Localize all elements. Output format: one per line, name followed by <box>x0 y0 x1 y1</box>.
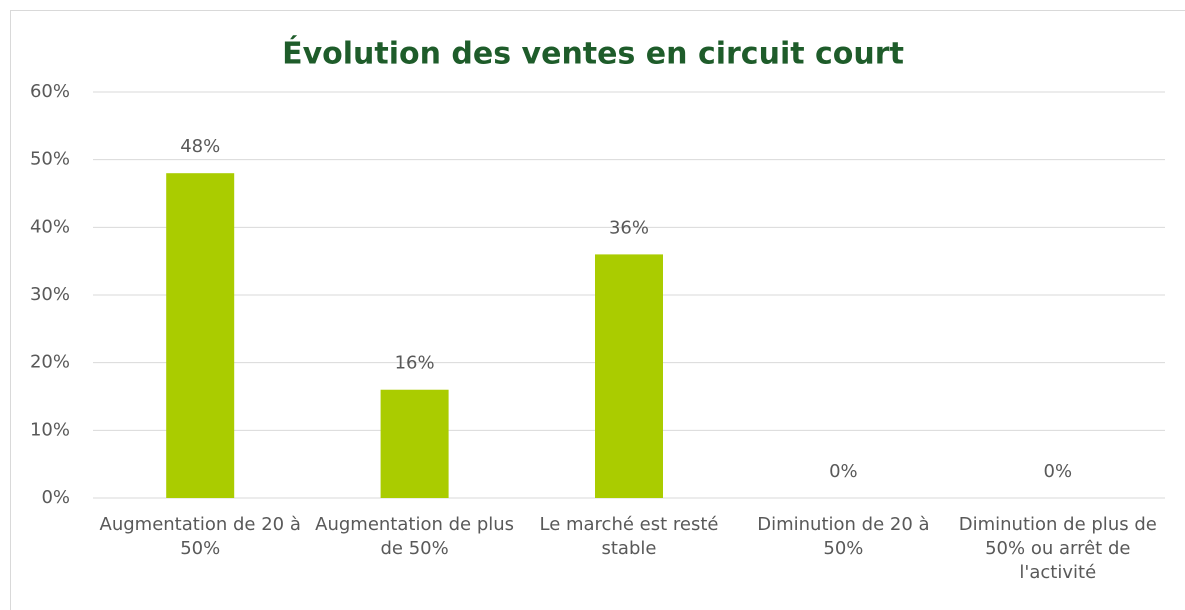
data-label: 16% <box>395 353 435 374</box>
bar <box>166 173 235 498</box>
data-label: 0% <box>1044 461 1073 482</box>
x-tick-label: Augmentation de 20 à 50% <box>99 514 301 559</box>
y-tick-label: 20% <box>30 352 70 373</box>
data-label: 36% <box>609 217 649 238</box>
bar <box>380 389 449 498</box>
y-tick-label: 40% <box>30 216 70 237</box>
x-tick-label: Diminution de plus de 50% ou arrêt de l'… <box>958 514 1157 583</box>
data-label: 0% <box>829 461 858 482</box>
x-tick-label: Diminution de 20 à 50% <box>757 514 930 559</box>
chart-frame <box>10 10 1185 610</box>
y-tick-label: 60% <box>30 81 70 102</box>
x-tick-label: Augmentation de plus de 50% <box>315 514 515 559</box>
x-tick-label: Le marché est resté stable <box>539 514 719 559</box>
bar <box>595 254 663 498</box>
y-tick-label: 10% <box>30 419 70 440</box>
y-tick-label: 30% <box>30 284 70 305</box>
chart-title: Évolution des ventes en circuit court <box>282 36 904 72</box>
data-label: 48% <box>180 136 220 157</box>
y-tick-label: 0% <box>41 487 70 508</box>
y-tick-label: 50% <box>30 149 70 170</box>
